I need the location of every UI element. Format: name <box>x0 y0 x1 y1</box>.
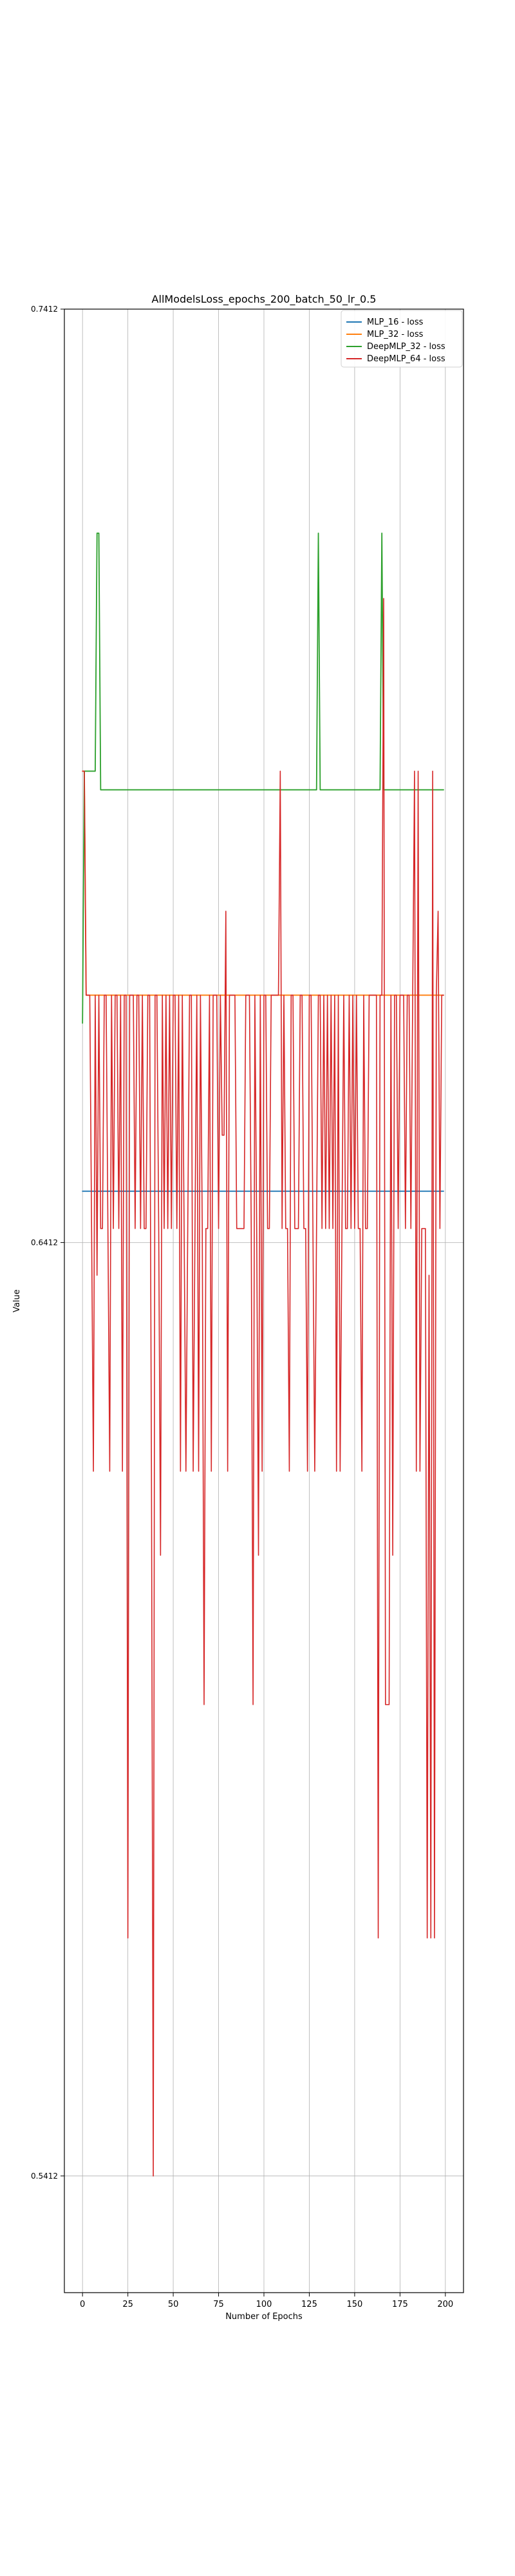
legend-label: DeepMLP_64 - loss <box>367 354 445 364</box>
x-tick-label: 75 <box>213 2300 224 2309</box>
x-tick-label: 150 <box>346 2300 362 2309</box>
x-axis-label: Number of Epochs <box>225 2312 303 2322</box>
x-tick-label: 100 <box>256 2300 272 2309</box>
y-tick-label: 0.5412 <box>31 2172 58 2181</box>
legend-box <box>341 310 463 368</box>
x-tick-label: 50 <box>168 2300 179 2309</box>
grid-layer <box>64 308 464 2293</box>
series-layer <box>82 532 444 2177</box>
y-tick-label: 0.7412 <box>31 305 58 314</box>
y-tick-label: 0.6412 <box>31 1238 58 1247</box>
x-tick-label: 0 <box>80 2300 85 2309</box>
series-line-4 <box>82 598 444 2177</box>
x-tick-label: 200 <box>437 2300 453 2309</box>
x-tick-label: 175 <box>392 2300 408 2309</box>
chart-title: AllModelsLoss_epochs_200_batch_50_lr_0.5 <box>152 293 377 306</box>
x-tick-label: 25 <box>122 2300 133 2309</box>
legend-label: MLP_32 - loss <box>367 330 424 339</box>
legend-label: MLP_16 - loss <box>367 317 424 327</box>
series-line-3 <box>82 532 444 1024</box>
x-tick-label: 125 <box>301 2300 317 2309</box>
legend-label: DeepMLP_32 - loss <box>367 342 445 352</box>
y-axis-label: Value <box>12 1289 22 1312</box>
legend: MLP_16 - loss MLP_32 - loss DeepMLP_32 - l… <box>341 310 463 368</box>
tick-layer: 0 25 50 75 100 125 150 175 200 0.5412 0.6412 0.7412 <box>31 305 453 2309</box>
